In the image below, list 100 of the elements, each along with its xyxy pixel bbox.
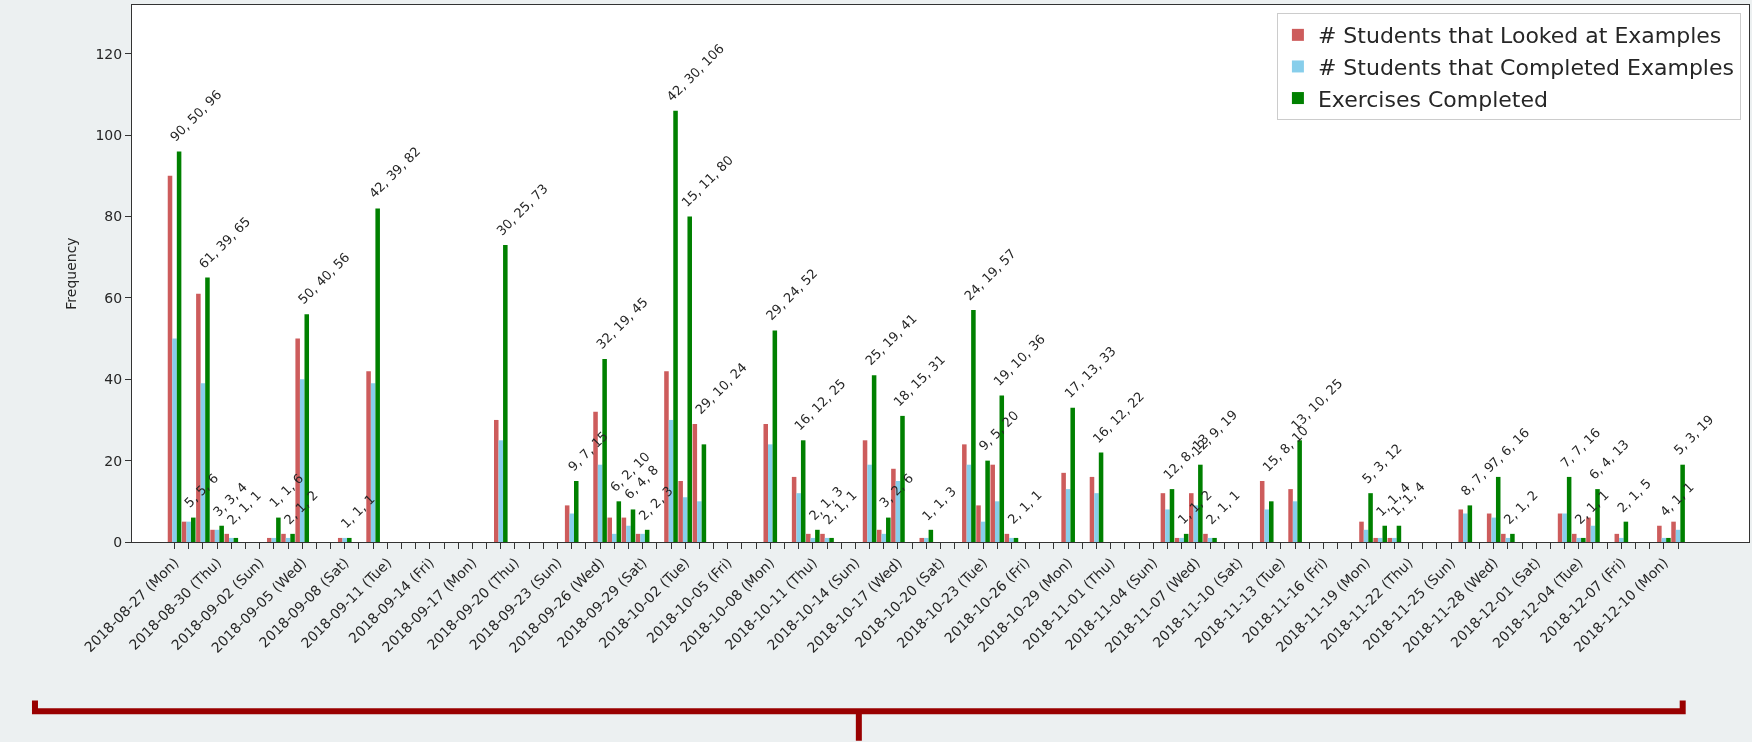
bar [924,537,929,542]
annotation: 1, 1, 1 [337,491,378,532]
bar [1070,407,1075,542]
bar [815,529,820,542]
annotation: 61, 39, 65 [195,213,254,272]
annotation: 9, 5, 20 [975,407,1022,454]
bar [210,529,215,542]
bar [1657,525,1662,542]
bar [881,533,887,542]
bar [1359,521,1364,542]
annotation: 9, 7, 15 [565,428,611,475]
bar [990,464,995,542]
bar [768,444,773,542]
annotation: 15, 11, 80 [678,152,736,210]
y-axis-title: Frequency [63,237,80,310]
y-tick-label: 20 [104,452,123,469]
y-tick-label: 60 [104,289,123,306]
annotation: 2, 1, 1 [1004,487,1045,527]
bar [1619,537,1624,542]
annotation: 50, 40, 56 [295,249,353,307]
bar [886,517,891,542]
bar [342,537,348,542]
annotation: 29, 10, 24 [692,359,750,418]
bar [1061,472,1066,542]
bar [347,537,352,542]
bar [1501,533,1506,542]
y-tick-label: 120 [95,45,123,62]
bar [276,517,281,542]
annotation: 1, 1, 3 [919,483,959,524]
y-tick-label: 80 [104,208,123,225]
bar [796,493,801,542]
bar [626,525,631,542]
bar [994,501,1000,542]
bar [1571,533,1577,542]
y-tick-label: 40 [104,371,123,388]
annotation: 4, 1, 1 [1656,479,1697,520]
bar [1094,493,1099,542]
bar [1368,493,1373,542]
annotation: 90, 50, 96 [167,86,225,145]
annotation: 30, 25, 73 [493,180,551,239]
bar [172,338,177,542]
bar [503,245,508,542]
bar [224,533,230,542]
bar [229,537,234,542]
annotation: 2, 1, 5 [1614,475,1655,516]
annotation: 24, 19, 57 [961,246,1019,304]
bar [976,505,981,542]
bar [1288,489,1293,542]
bar [1491,517,1496,542]
annotation: 2, 1, 2 [1500,487,1541,528]
bar [569,513,574,542]
bar [493,419,499,542]
bar [820,533,825,542]
bar [1666,537,1671,542]
bar [191,517,196,542]
bar [673,110,678,542]
bar [573,480,579,542]
bar [1212,537,1217,542]
bar [1203,533,1208,542]
bar [219,525,224,542]
y-tick-label: 100 [95,127,123,144]
annotation: 3, 2, 6 [876,470,917,511]
legend-label: # Students that Looked at Examples [1317,23,1722,49]
bar [267,537,272,542]
bar [806,533,811,542]
annotation: 29, 24, 52 [762,265,821,324]
bar [1165,509,1170,542]
bar [281,533,286,542]
bar [962,444,967,542]
bar [985,460,990,542]
bar [1463,513,1468,542]
bar [867,464,872,542]
bar [290,533,295,542]
bar [1269,501,1274,542]
bar [640,533,645,542]
legend-label: Exercises Completed [1317,86,1548,112]
bar [611,533,617,542]
annotation: 42, 30, 106 [663,40,727,105]
annotation: 16, 12, 25 [791,375,849,434]
bar [1264,509,1270,542]
annotation: 42, 39, 82 [365,143,424,201]
bar [1373,537,1378,542]
bar [1671,521,1676,542]
bar [1009,537,1014,542]
bar [1179,537,1184,542]
bar [687,216,692,542]
y-tick-label: 0 [113,533,123,550]
bar [971,310,976,542]
annotation: 32, 19, 45 [593,294,651,352]
bar [697,501,702,542]
bar [1297,440,1302,542]
bar [186,521,192,542]
bar [1510,533,1515,542]
bar [1382,525,1388,542]
bar [607,517,612,542]
bar [1562,513,1567,542]
bar [375,208,380,542]
bar [829,537,834,542]
annotation: 5, 3, 19 [1670,411,1717,458]
annotation: 2, 1, 1 [1571,487,1612,528]
